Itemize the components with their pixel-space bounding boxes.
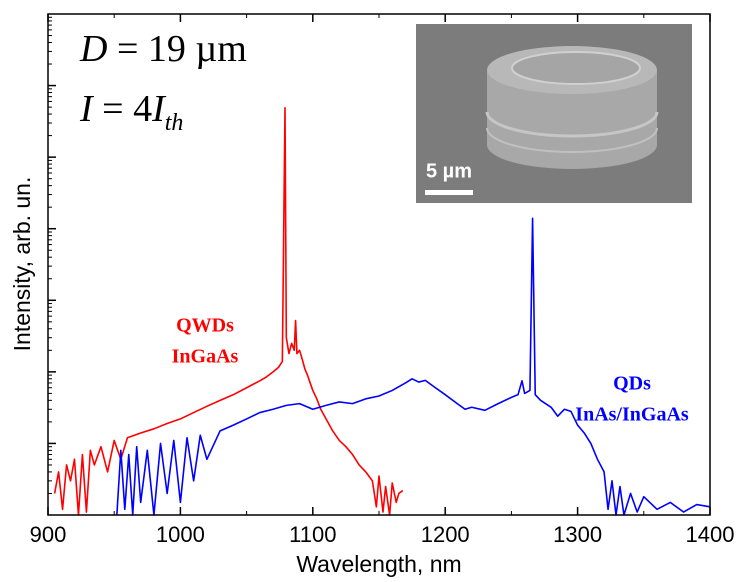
series-label: InGaAs [172,346,239,368]
pillar-layer [485,111,659,138]
annotation-part: = 4 [93,88,152,130]
series-line [116,217,711,516]
x-tick-label: 1100 [289,522,336,547]
annotation-part: I [151,88,167,130]
annotation-part: I [79,88,95,130]
x-tick-label: 1400 [686,522,735,547]
pillar-layer [486,127,658,153]
x-tick-label: 1200 [421,522,470,547]
x-axis-label: Wavelength, nm [296,551,461,577]
series-label: InAs/InGaAs [575,404,689,426]
x-tick-label: 1300 [553,522,602,547]
series-label: QDs [613,373,651,395]
series-label: QWDs [176,315,234,337]
scale-bar [425,190,473,195]
x-tick-label: 900 [30,522,67,547]
pillar-top-disk [511,51,641,85]
annotation-part: D [79,28,107,70]
inset-image: 5 µm [416,24,692,203]
annotation: I = 4Ith [79,88,183,136]
pillar-side [487,70,657,169]
annotation: D = 19 µm [79,28,247,70]
annotation-part: = 19 µm [107,28,246,70]
scale-label: 5 µm [426,160,472,182]
y-axis-label: Intensity, arb. un. [9,177,35,352]
series-line [53,106,404,516]
x-tick-label: 1000 [156,522,205,547]
annotation-part: th [165,110,184,136]
